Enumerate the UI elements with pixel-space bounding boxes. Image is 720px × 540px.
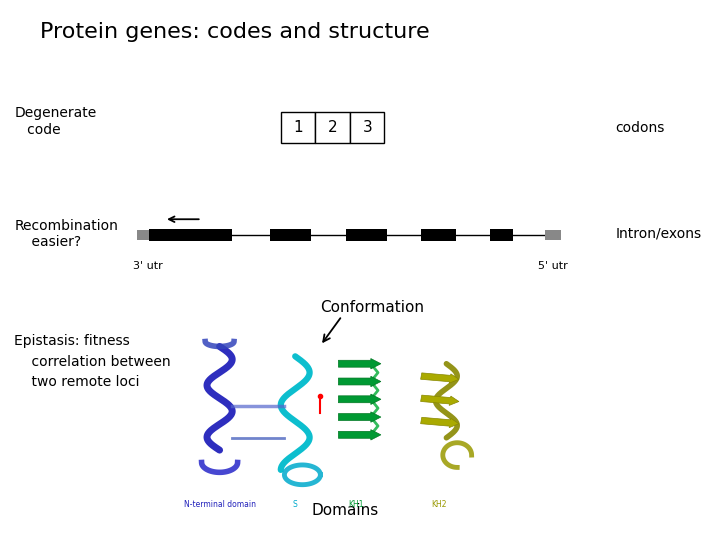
Text: S: S	[293, 500, 297, 509]
FancyArrow shape	[420, 417, 459, 428]
Text: 1: 1	[293, 120, 303, 135]
Text: Protein genes: codes and structure: Protein genes: codes and structure	[40, 22, 429, 42]
Bar	[350, 112, 384, 143]
Text: Degenerate
   code: Degenerate code	[14, 106, 96, 137]
FancyArrow shape	[338, 376, 381, 387]
Bar	[137, 230, 151, 240]
Text: Conformation: Conformation	[320, 300, 424, 315]
Bar	[281, 112, 315, 143]
Text: 3' utr: 3' utr	[133, 261, 163, 271]
Bar	[149, 229, 232, 241]
Text: codons: codons	[616, 121, 665, 135]
Bar	[346, 229, 387, 241]
Text: KH1: KH1	[348, 500, 364, 509]
Text: 2: 2	[328, 120, 338, 135]
FancyArrow shape	[338, 412, 381, 422]
Text: Intron/exons: Intron/exons	[616, 227, 702, 241]
Text: Domains: Domains	[312, 503, 379, 518]
Text: KH2: KH2	[431, 500, 447, 509]
FancyArrow shape	[338, 430, 381, 440]
FancyArrow shape	[420, 395, 459, 406]
Bar	[270, 229, 311, 241]
Bar	[490, 229, 513, 241]
Text: 5' utr: 5' utr	[538, 261, 567, 271]
Bar	[421, 229, 456, 241]
Bar	[545, 230, 561, 240]
FancyArrow shape	[420, 373, 459, 383]
Text: Recombination
    easier?: Recombination easier?	[14, 219, 118, 249]
FancyArrow shape	[338, 359, 381, 369]
Bar	[315, 112, 350, 143]
Text: N-terminal domain: N-terminal domain	[184, 500, 256, 509]
Text: Epistasis: fitness
    correlation between
    two remote loci: Epistasis: fitness correlation between t…	[14, 334, 171, 389]
Text: 3: 3	[362, 120, 372, 135]
FancyArrow shape	[338, 394, 381, 404]
